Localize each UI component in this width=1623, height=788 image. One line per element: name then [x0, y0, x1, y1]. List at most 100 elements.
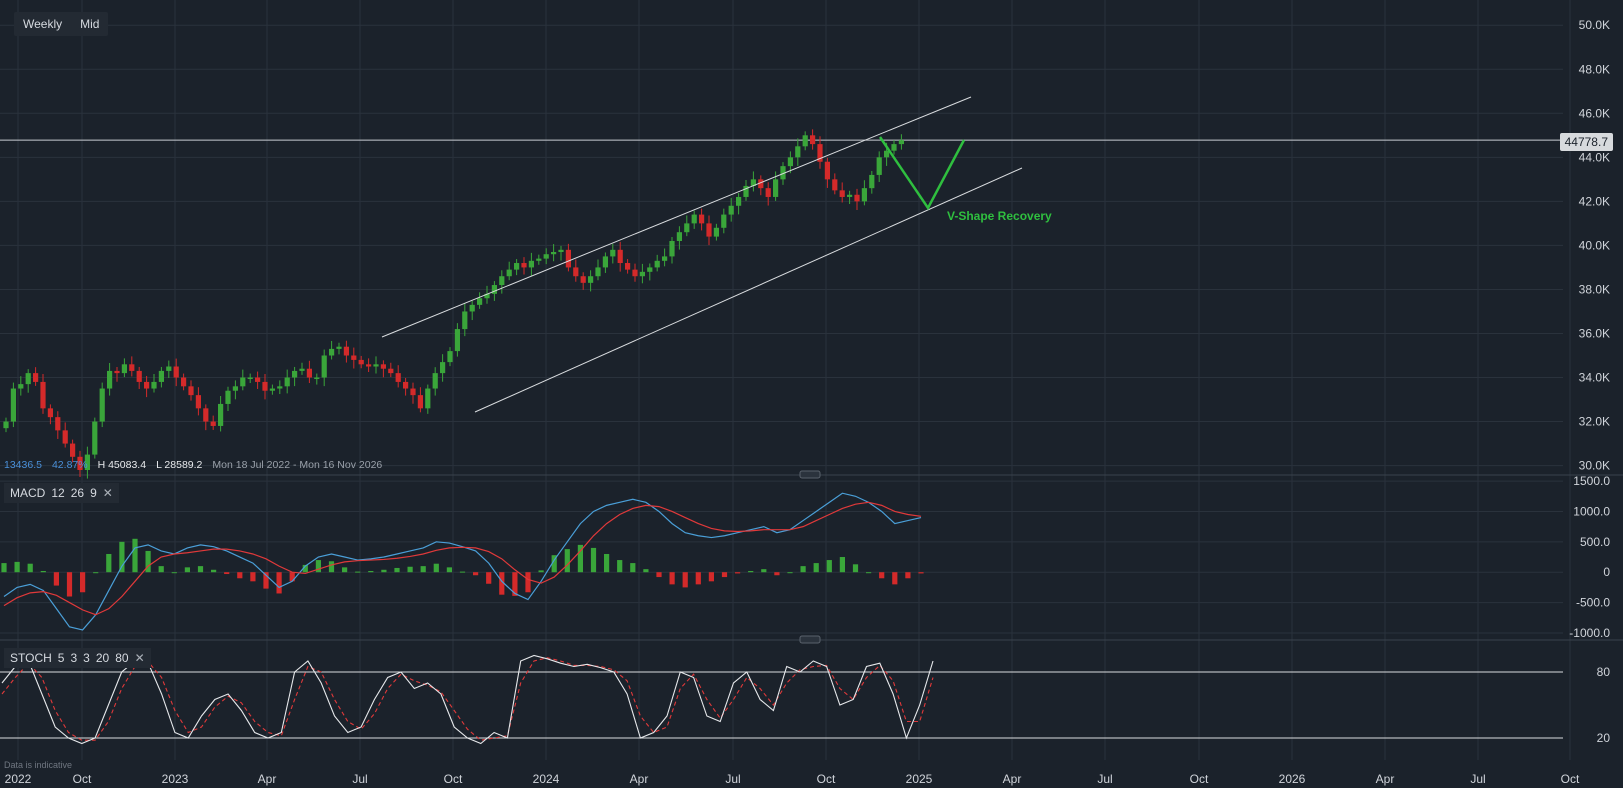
- macd-histogram-bar: [447, 567, 452, 572]
- candle-body: [262, 382, 267, 391]
- stoch-param-2: 3: [70, 651, 77, 665]
- macd-histogram-bar: [211, 570, 216, 572]
- x-tick-label: Apr: [258, 772, 277, 786]
- x-tick-label: Apr: [1376, 772, 1395, 786]
- macd-histogram-bar: [132, 539, 137, 572]
- candle-body: [499, 276, 504, 285]
- candle-body: [211, 422, 216, 426]
- candle-body: [640, 272, 645, 276]
- candle-body: [440, 362, 445, 373]
- candle-body: [706, 223, 711, 236]
- macd-histogram-bar: [394, 568, 399, 572]
- macd-legend[interactable]: MACD 12 26 9 ✕: [4, 483, 119, 503]
- candle-body: [684, 223, 689, 232]
- candle-body: [203, 408, 208, 421]
- macd-histogram-bar: [801, 566, 806, 572]
- candle-body: [632, 270, 637, 277]
- candle-body: [3, 422, 8, 429]
- macd-histogram-bar: [41, 571, 46, 572]
- candle-body: [581, 276, 586, 283]
- candle-body: [233, 386, 238, 390]
- candle-body: [529, 261, 534, 268]
- macd-histogram-bar: [630, 563, 635, 572]
- candle-body: [618, 250, 623, 263]
- macd-histogram-bar: [670, 572, 675, 584]
- candle-body: [396, 373, 401, 382]
- macd-histogram-bar: [840, 557, 845, 572]
- candle-body: [899, 140, 904, 144]
- x-tick-label: Apr: [1003, 772, 1022, 786]
- stoch-name: STOCH: [10, 651, 52, 665]
- panel-resize-handle: [800, 471, 820, 478]
- stoch-legend[interactable]: STOCH 5 3 3 20 80 ✕: [4, 648, 151, 668]
- price-axis-label: 34.0K: [1579, 371, 1610, 385]
- candle-body: [721, 215, 726, 228]
- price-type-mid[interactable]: Mid: [71, 12, 108, 36]
- info-bar: 13436.5 42.87% H 45083.4 L 28589.2 Mon 1…: [4, 459, 382, 471]
- candle-body: [588, 276, 593, 283]
- candle-body: [832, 179, 837, 190]
- macd-histogram-bar: [408, 567, 413, 572]
- candle-body: [137, 371, 142, 382]
- candle-body: [847, 195, 852, 197]
- price-axis-label: 40.0K: [1579, 238, 1610, 252]
- macd-histogram-bar: [709, 572, 714, 581]
- candle-body: [595, 267, 600, 276]
- candle-body: [48, 408, 53, 417]
- candle-body: [322, 356, 327, 378]
- macd-histogram-bar: [539, 570, 544, 572]
- macd-histogram-bar: [15, 562, 20, 572]
- candle-body: [521, 263, 526, 267]
- price-axis-label: 50.0K: [1579, 18, 1610, 32]
- candle-body: [151, 382, 156, 389]
- candle-body: [825, 162, 830, 180]
- macd-histogram-bar: [565, 549, 570, 572]
- change-percent: 42.87%: [52, 459, 88, 471]
- candle-body: [544, 254, 549, 258]
- x-tick-label: 2026: [1279, 772, 1306, 786]
- macd-histogram-bar: [54, 572, 59, 585]
- macd-histogram-bar: [918, 572, 923, 573]
- candle-body: [625, 263, 630, 270]
- macd-histogram-bar: [342, 567, 347, 572]
- macd-histogram-bar: [224, 572, 229, 574]
- stoch-d-line: [2, 658, 933, 741]
- v-shape-annotation: V-Shape Recovery: [947, 209, 1052, 223]
- candle-body: [351, 356, 356, 360]
- x-tick-label: Jul: [352, 772, 367, 786]
- candle-body: [92, 422, 97, 455]
- macd-histogram-bar: [761, 569, 766, 572]
- x-tick-label: Apr: [630, 772, 649, 786]
- candle-body: [366, 364, 371, 366]
- macd-histogram-bar: [198, 566, 203, 572]
- macd-close-icon[interactable]: ✕: [103, 486, 113, 500]
- candle-body: [107, 371, 112, 389]
- candle-body: [877, 157, 882, 175]
- candle-body: [248, 378, 253, 380]
- stoch-close-icon[interactable]: ✕: [135, 651, 145, 665]
- price-axis-label: 36.0K: [1579, 326, 1610, 340]
- x-tick-label: Oct: [817, 772, 836, 786]
- macd-histogram-bar: [486, 572, 491, 584]
- candle-body: [573, 267, 578, 276]
- candle-body: [336, 347, 341, 349]
- candle-body: [196, 395, 201, 408]
- candle-body: [403, 382, 408, 389]
- candle-body: [788, 157, 793, 166]
- timeframe-weekly[interactable]: Weekly: [14, 12, 71, 36]
- macd-histogram-bar: [460, 572, 465, 573]
- macd-histogram-bar: [735, 572, 740, 573]
- candle-body: [692, 215, 697, 224]
- candle-body: [869, 175, 874, 188]
- candle-body: [218, 404, 223, 426]
- candle-body: [566, 250, 571, 268]
- macd-histogram-bar: [656, 572, 661, 577]
- x-tick-label: Oct: [73, 772, 92, 786]
- candle-body: [55, 417, 60, 430]
- timeframe-selector[interactable]: Weekly Mid: [14, 12, 108, 36]
- macd-histogram-bar: [381, 570, 386, 572]
- macd-histogram-bar: [329, 561, 334, 572]
- macd-histogram-bar: [355, 572, 360, 573]
- macd-param-2: 26: [71, 486, 84, 500]
